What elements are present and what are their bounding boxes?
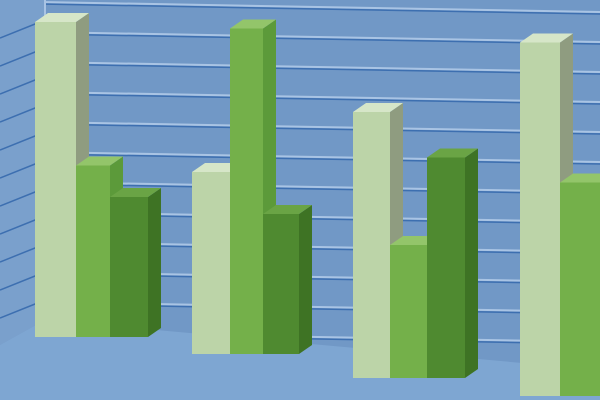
bar-top-g1-s3 bbox=[110, 188, 161, 197]
gridline bbox=[39, 123, 600, 135]
left-wall bbox=[0, 0, 45, 345]
bar-side-g1-s3 bbox=[148, 188, 161, 337]
gridline-highlight bbox=[39, 61, 600, 73]
gridline-highlight bbox=[39, 121, 600, 133]
bar-top-g4-s1 bbox=[520, 33, 573, 43]
gridline bbox=[39, 93, 600, 105]
gridline bbox=[39, 63, 600, 75]
gridline-highlight bbox=[39, 1, 600, 13]
bar-g3-s3 bbox=[427, 157, 465, 378]
bar-top-g1-s2 bbox=[76, 156, 123, 166]
bar-top-g3-s1 bbox=[353, 103, 403, 112]
bar-g3-s1 bbox=[353, 112, 390, 378]
gridline bbox=[39, 3, 600, 15]
bar-side-g3-s3 bbox=[465, 148, 478, 378]
bar-g3-s2 bbox=[390, 245, 427, 378]
bar-g1-s3 bbox=[110, 197, 148, 337]
gridline-highlight bbox=[39, 151, 600, 163]
bar-g1-s2 bbox=[76, 165, 110, 337]
bar-top-g3-s3 bbox=[427, 148, 478, 158]
gridline bbox=[39, 153, 600, 165]
bar-top-g1-s1 bbox=[35, 13, 89, 22]
floor bbox=[0, 320, 600, 400]
bar-g2-s2 bbox=[230, 28, 263, 354]
bar-g2-s3 bbox=[263, 214, 299, 354]
bar-g1-s1 bbox=[35, 22, 76, 337]
bar-g4-s2 bbox=[560, 182, 600, 396]
gridline bbox=[39, 33, 600, 45]
bar-g2-s1 bbox=[192, 172, 230, 354]
bar-top-g4-s2 bbox=[560, 173, 600, 183]
gridline-highlight bbox=[39, 91, 600, 103]
gridline-highlight bbox=[39, 181, 600, 193]
bar-top-g2-s3 bbox=[263, 205, 312, 214]
gridline-highlight bbox=[39, 31, 600, 43]
bar-top-g2-s2 bbox=[230, 19, 276, 29]
gridline bbox=[39, 183, 600, 195]
bar-g4-s1 bbox=[520, 42, 560, 396]
bar-side-g2-s3 bbox=[299, 205, 312, 354]
